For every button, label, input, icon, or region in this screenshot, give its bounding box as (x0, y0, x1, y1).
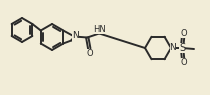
Text: N: N (170, 43, 176, 52)
Text: O: O (181, 29, 187, 38)
Text: O: O (181, 58, 187, 67)
Text: HN: HN (93, 25, 106, 34)
Text: N: N (72, 32, 79, 40)
Text: O: O (87, 49, 93, 57)
Text: S: S (179, 43, 185, 53)
